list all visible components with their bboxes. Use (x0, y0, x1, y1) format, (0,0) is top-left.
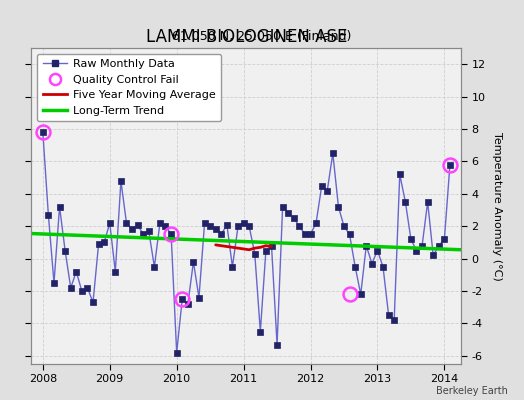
Text: 61.050 N, 25.050 E (Finland): 61.050 N, 25.050 E (Finland) (172, 30, 352, 43)
Raw Monthly Data (274, 342, 280, 347)
Raw Monthly Data (123, 221, 129, 226)
Raw Monthly Data (447, 162, 453, 167)
Y-axis label: Temperature Anomaly (°C): Temperature Anomaly (°C) (493, 132, 503, 280)
Raw Monthly Data (268, 243, 275, 248)
Raw Monthly Data (40, 130, 46, 135)
Title: LAMMI BIOLOGINEN ASE: LAMMI BIOLOGINEN ASE (146, 28, 347, 46)
Legend: Raw Monthly Data, Quality Control Fail, Five Year Moving Average, Long-Term Tren: Raw Monthly Data, Quality Control Fail, … (37, 54, 221, 121)
Raw Monthly Data (413, 248, 420, 253)
Raw Monthly Data (173, 350, 180, 355)
Raw Monthly Data (129, 227, 135, 232)
Text: Berkeley Earth: Berkeley Earth (436, 386, 508, 396)
Line: Raw Monthly Data: Raw Monthly Data (40, 130, 453, 356)
Raw Monthly Data (179, 297, 185, 302)
